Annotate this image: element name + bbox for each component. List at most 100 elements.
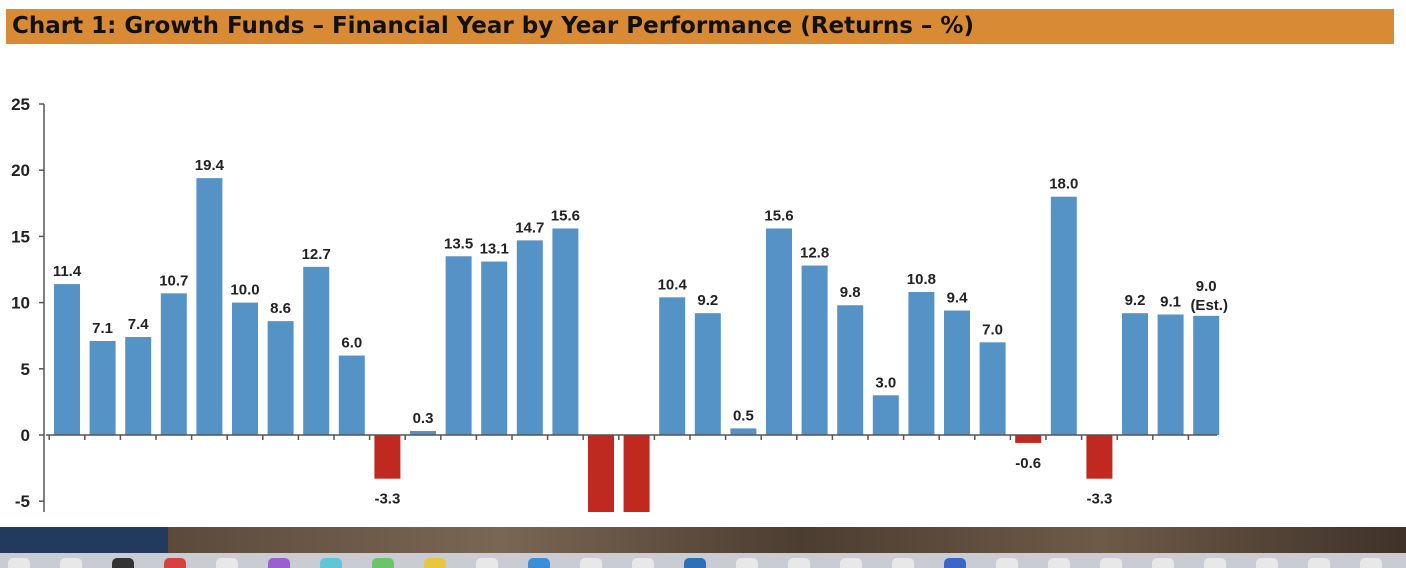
bar xyxy=(481,261,508,435)
dock-app-icon[interactable] xyxy=(1100,558,1122,568)
y-tick-label: 0 xyxy=(21,426,30,445)
data-label: 18.0 xyxy=(1049,176,1078,193)
bar xyxy=(588,435,614,512)
dock-app-icon[interactable] xyxy=(112,558,134,568)
y-tick-label: -5 xyxy=(15,492,30,511)
dock-app-icon[interactable] xyxy=(216,558,238,568)
data-label: 7.4 xyxy=(128,316,150,333)
bar xyxy=(944,310,970,435)
dock-app-icon[interactable] xyxy=(684,558,706,568)
dock-app-icon[interactable] xyxy=(60,558,82,568)
bar xyxy=(623,435,650,512)
y-tick-label: 10 xyxy=(11,294,30,313)
bar xyxy=(1122,313,1148,435)
data-label: 13.1 xyxy=(480,241,509,258)
bar xyxy=(125,337,152,435)
bar xyxy=(979,342,1006,435)
bar xyxy=(694,313,721,435)
dock-app-icon[interactable] xyxy=(996,558,1018,568)
dock-app-icon[interactable] xyxy=(372,558,394,568)
dock-app-icon[interactable] xyxy=(1152,558,1174,568)
data-label: -0.6 xyxy=(1015,455,1041,472)
data-label: 8.6 xyxy=(270,300,291,317)
data-label: 15.6 xyxy=(551,207,580,224)
data-label: 10.8 xyxy=(907,271,936,288)
data-label: 7.1 xyxy=(92,320,113,337)
y-tick-label: 5 xyxy=(21,360,30,379)
data-label: 19.4 xyxy=(195,157,225,174)
bar-chart: 25 20 15 10 5 0 -5 11.4 7.1 7.4 10.7 19.4 10.0 8.6 12… xyxy=(11,95,1228,512)
data-label: 9.4 xyxy=(947,290,969,307)
dock-app-icon[interactable] xyxy=(1204,558,1226,568)
data-label-note: (Est.) xyxy=(1190,297,1228,314)
data-label: -3.3 xyxy=(374,491,400,508)
dock-app-icon[interactable] xyxy=(424,558,446,568)
dock-app-icon[interactable] xyxy=(8,558,30,568)
data-label: 11.4 xyxy=(53,263,82,280)
data-label: 15.6 xyxy=(764,207,793,224)
y-axis: 25 20 15 10 5 0 -5 xyxy=(11,95,45,512)
bar xyxy=(1157,314,1184,435)
dock-app-icon[interactable] xyxy=(840,558,862,568)
chart-title: Chart 1: Growth Funds – Financial Year b… xyxy=(12,13,974,39)
bar xyxy=(232,302,258,435)
bar-series xyxy=(54,178,1220,512)
data-label: 9.2 xyxy=(697,292,718,309)
data-label: 10.4 xyxy=(658,276,688,293)
data-label: 9.8 xyxy=(840,284,861,301)
y-tick-label: 15 xyxy=(11,227,30,246)
data-label: 10.0 xyxy=(230,282,259,299)
dock-app-icon[interactable] xyxy=(1308,558,1330,568)
data-label: 12.8 xyxy=(800,245,829,262)
bar xyxy=(54,284,80,435)
bar xyxy=(445,256,472,435)
bar xyxy=(267,321,294,435)
bar xyxy=(837,305,864,435)
data-label: 10.7 xyxy=(159,272,188,289)
data-label: 0.5 xyxy=(733,407,754,424)
data-label: 3.0 xyxy=(875,374,896,391)
dock-app-icon[interactable] xyxy=(1360,558,1382,568)
bar xyxy=(908,292,935,435)
dock-app-icon[interactable] xyxy=(268,558,290,568)
dock-app-icon[interactable] xyxy=(164,558,186,568)
data-label: 9.2 xyxy=(1125,292,1146,309)
bar xyxy=(872,395,899,435)
bar xyxy=(89,340,116,435)
dock-app-icon[interactable] xyxy=(320,558,342,568)
data-label: -3.3 xyxy=(1086,491,1112,508)
bar xyxy=(338,355,365,435)
data-label: 14.7 xyxy=(515,219,544,236)
dock-app-icon[interactable] xyxy=(892,558,914,568)
data-label: 12.7 xyxy=(302,246,331,263)
data-labels: 11.4 7.1 7.4 10.7 19.4 10.0 8.6 12.7 6.0 -3.3 0.3 1… xyxy=(53,157,1228,508)
bar xyxy=(801,265,828,435)
x-axis xyxy=(46,434,1217,440)
dock-app-icon[interactable] xyxy=(528,558,550,568)
dock-app-icon[interactable] xyxy=(736,558,758,568)
bar xyxy=(1086,435,1113,479)
dock-app-icon[interactable] xyxy=(476,558,498,568)
bar xyxy=(730,428,757,435)
bar xyxy=(1015,435,1042,443)
bar xyxy=(552,228,579,435)
chart-title-bar: Chart 1: Growth Funds – Financial Year b… xyxy=(6,9,1394,44)
dock-app-icon[interactable] xyxy=(788,558,810,568)
y-tick-label: 25 xyxy=(11,95,30,114)
dock-app-icon[interactable] xyxy=(944,558,966,568)
bar xyxy=(196,178,223,436)
bar xyxy=(160,293,187,435)
y-tick-label: 20 xyxy=(11,161,30,180)
bar xyxy=(516,240,543,435)
data-label: 9.1 xyxy=(1160,294,1181,311)
dock-app-icon[interactable] xyxy=(632,558,654,568)
bar xyxy=(659,297,686,435)
dock-app-icon[interactable] xyxy=(1256,558,1278,568)
bar xyxy=(766,228,792,435)
dock-app-icon[interactable] xyxy=(1048,558,1070,568)
data-label: 0.3 xyxy=(413,410,434,427)
bar xyxy=(1050,196,1077,435)
data-label: 13.5 xyxy=(444,235,473,252)
dock-app-icon[interactable] xyxy=(580,558,602,568)
bar xyxy=(410,431,436,435)
